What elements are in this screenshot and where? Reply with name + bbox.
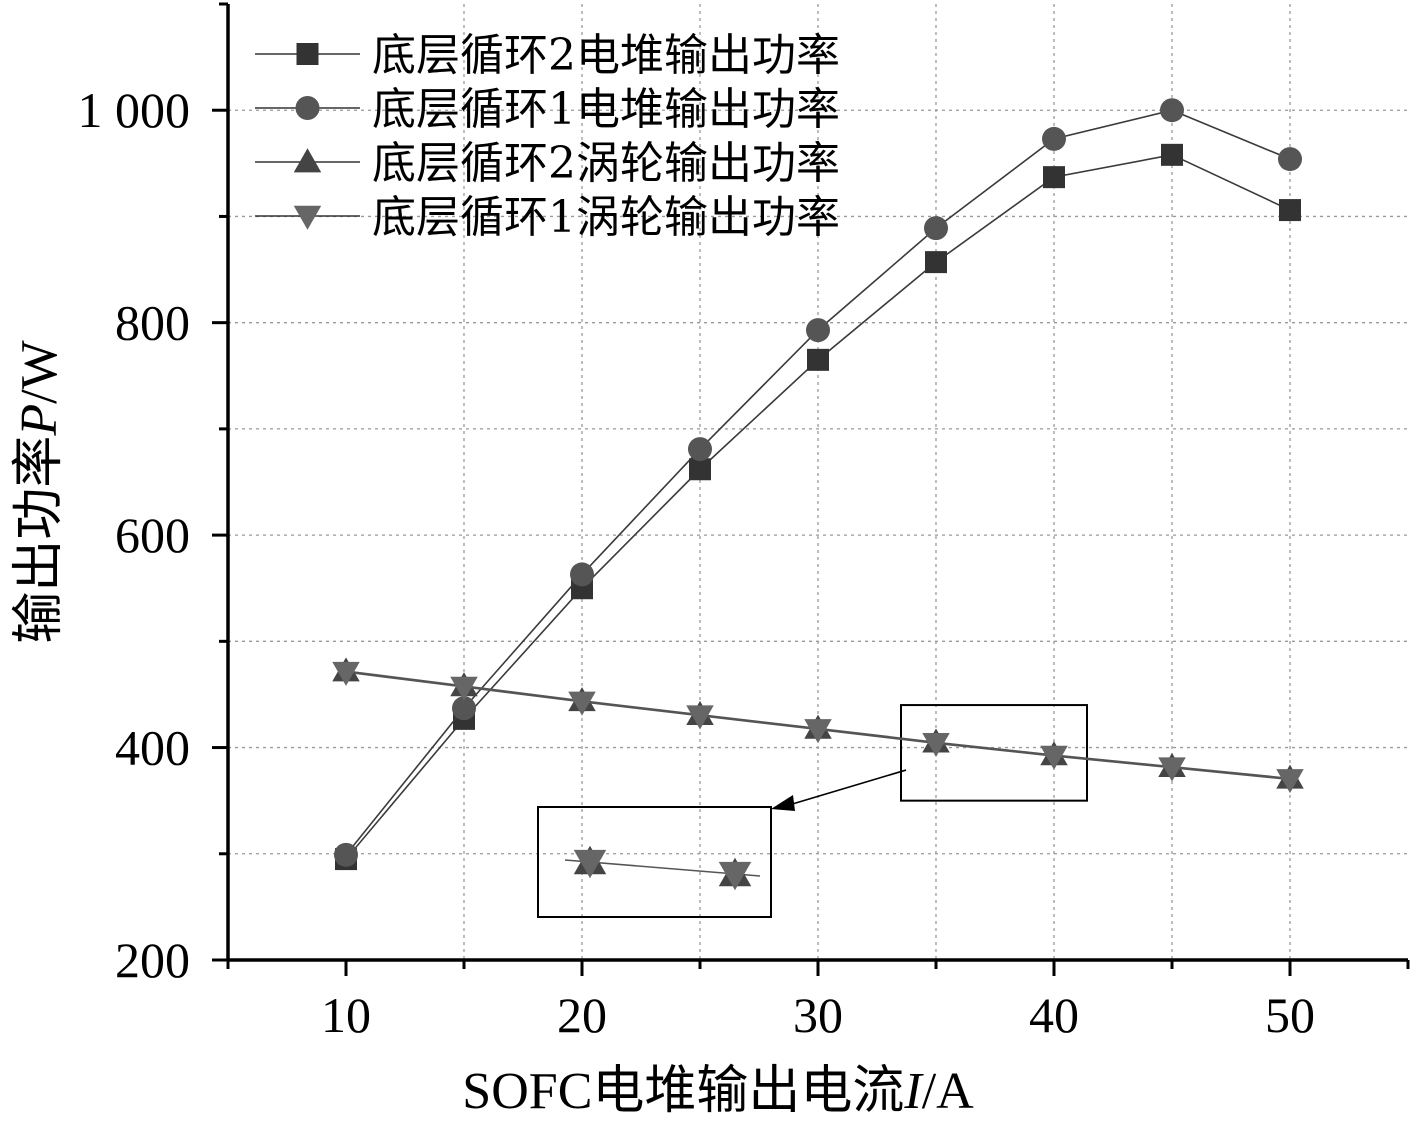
data-point bbox=[1278, 147, 1302, 172]
legend: 底层循环2电堆输出功率底层循环1电堆输出功率底层循环2涡轮输出功率底层循环1涡轮… bbox=[255, 30, 840, 243]
y-tick-label: 600 bbox=[115, 507, 190, 563]
x-tick-label: 50 bbox=[1265, 987, 1315, 1043]
series-2 bbox=[334, 98, 1302, 867]
data-point bbox=[806, 318, 830, 343]
data-point bbox=[807, 348, 829, 371]
y-axis-title-part: 输出功率 bbox=[11, 436, 68, 644]
x-axis-title-part: /A bbox=[922, 1063, 974, 1120]
grid bbox=[228, 4, 1408, 960]
data-point bbox=[1158, 757, 1186, 782]
y-axis-title-part: P bbox=[11, 404, 68, 437]
data-point bbox=[568, 691, 596, 716]
series bbox=[332, 98, 1304, 871]
zoom-inset-box bbox=[537, 806, 772, 918]
data-point bbox=[332, 661, 360, 686]
zoom-arrowhead bbox=[771, 795, 795, 811]
legend-label: 底层循环2涡轮输出功率 bbox=[372, 138, 840, 189]
data-point bbox=[925, 251, 947, 274]
legend-label: 底层循环1电堆输出功率 bbox=[372, 84, 840, 135]
x-tick-label: 40 bbox=[1029, 987, 1079, 1043]
y-tick-label: 200 bbox=[115, 932, 190, 988]
data-point bbox=[1161, 143, 1183, 166]
data-point bbox=[1043, 166, 1065, 189]
y-tick-label: 400 bbox=[115, 720, 190, 776]
legend-entry-3: 底层循环2涡轮输出功率 bbox=[255, 138, 840, 189]
y-axis-title: 输出功率P/W bbox=[11, 340, 68, 643]
legend-entry-2: 底层循环1电堆输出功率 bbox=[255, 84, 840, 135]
y-axis-title-part: /W bbox=[11, 340, 68, 404]
legend-label: 底层循环1涡轮输出功率 bbox=[372, 192, 840, 243]
axes: 10 20 30 40 50 200 400 600 800 1 000 bbox=[78, 2, 1410, 1043]
zoom-arrow bbox=[778, 769, 907, 809]
legend-label: 底层循环2电堆输出功率 bbox=[372, 30, 840, 81]
inset-point-down bbox=[718, 861, 752, 891]
data-point bbox=[804, 719, 832, 744]
inset-zoom bbox=[537, 704, 1088, 918]
data-point bbox=[570, 562, 594, 587]
data-point bbox=[922, 732, 950, 758]
data-point bbox=[1040, 745, 1068, 770]
x-tick-label: 10 bbox=[321, 987, 371, 1043]
legend-marker bbox=[293, 205, 322, 230]
x-axis-title-part: I bbox=[903, 1063, 924, 1120]
x-axis-title: SOFC电堆输出电流I/A bbox=[462, 1063, 974, 1120]
data-point bbox=[1160, 98, 1184, 123]
legend-marker bbox=[295, 96, 320, 120]
data-point bbox=[1042, 126, 1066, 151]
legend-entry-4: 底层循环1涡轮输出功率 bbox=[255, 192, 840, 243]
legend-marker bbox=[293, 148, 322, 173]
y-tick-label: 800 bbox=[115, 295, 190, 351]
axis-labels: SOFC电堆输出电流I/A 输出功率P/W bbox=[11, 340, 974, 1120]
data-point bbox=[1276, 769, 1304, 794]
legend-entry-1: 底层循环2电堆输出功率 bbox=[255, 30, 840, 81]
data-point bbox=[924, 216, 948, 241]
inset-point-down bbox=[573, 849, 607, 879]
data-point bbox=[688, 437, 712, 462]
x-tick-label: 20 bbox=[557, 987, 607, 1043]
x-axis-title-part: SOFC电堆输出电流 bbox=[462, 1063, 904, 1120]
data-point bbox=[452, 696, 476, 721]
data-point bbox=[686, 705, 714, 730]
y-tick-label: 1 000 bbox=[78, 82, 191, 138]
legend-marker bbox=[296, 43, 319, 65]
series-4 bbox=[332, 661, 1304, 794]
zoom-source-box bbox=[900, 704, 1088, 802]
x-tick-label: 30 bbox=[793, 987, 843, 1043]
data-point bbox=[450, 676, 478, 701]
data-point bbox=[1279, 199, 1301, 222]
data-point bbox=[334, 842, 358, 867]
data-point bbox=[689, 458, 711, 481]
